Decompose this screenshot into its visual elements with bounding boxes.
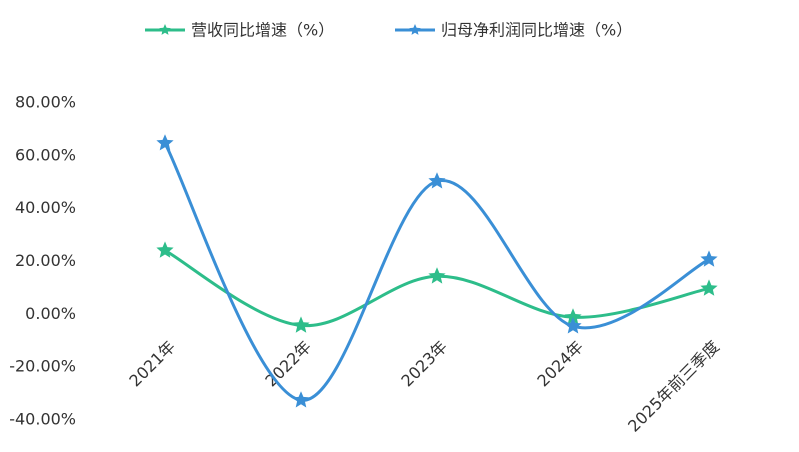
x-tick-label: 2023年 xyxy=(397,337,451,391)
y-tick-label: -40.00% xyxy=(9,410,76,429)
x-tick-label: 2024年 xyxy=(533,337,587,391)
y-tick-label: 20.00% xyxy=(15,251,76,270)
point-marker xyxy=(156,134,174,151)
point-marker xyxy=(700,250,718,267)
y-tick-label: 0.00% xyxy=(25,304,76,323)
x-tick-label: 2021年 xyxy=(125,337,179,391)
point-marker xyxy=(292,391,310,408)
y-tick-label: 80.00% xyxy=(15,93,76,112)
y-tick-label: 60.00% xyxy=(15,145,76,164)
y-tick-label: -20.00% xyxy=(9,357,76,376)
point-marker xyxy=(428,172,446,189)
legend-item: 归母净利润同比增速（%） xyxy=(395,21,632,40)
point-marker xyxy=(428,267,446,284)
point-marker xyxy=(700,279,718,296)
legend-label: 营收同比增速（%） xyxy=(191,21,334,40)
legend-marker xyxy=(409,24,421,35)
point-marker xyxy=(292,316,310,333)
x-tick-label: 2022年 xyxy=(261,337,315,391)
legend-marker xyxy=(159,24,171,35)
point-marker xyxy=(156,241,174,258)
point-marker xyxy=(564,317,582,334)
legend-item: 营收同比增速（%） xyxy=(145,21,334,40)
point-marker xyxy=(564,308,582,325)
series-line xyxy=(163,142,710,402)
y-tick-label: 40.00% xyxy=(15,198,76,217)
legend-label: 归母净利润同比增速（%） xyxy=(441,21,632,40)
x-tick-label: 2025年前三季度 xyxy=(624,337,723,436)
